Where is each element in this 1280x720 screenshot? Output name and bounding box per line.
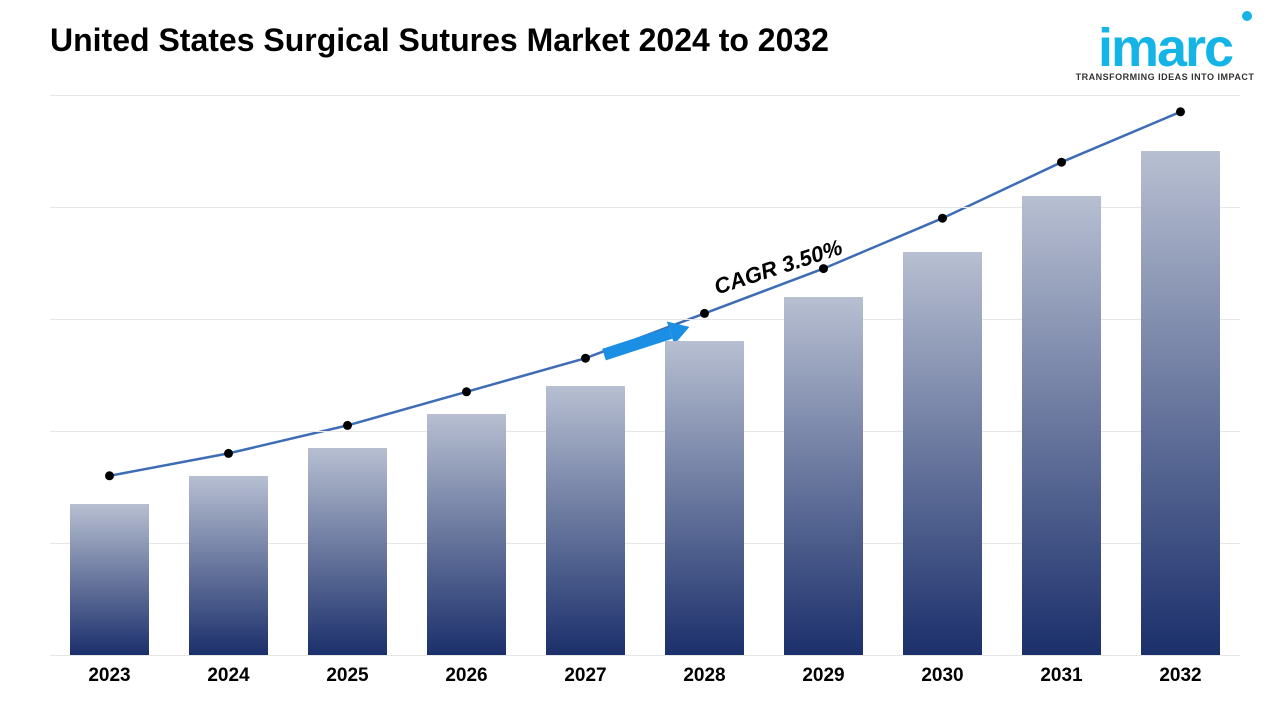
data-marker <box>1176 107 1185 116</box>
x-axis-label: 2030 <box>921 665 963 687</box>
bar <box>189 476 268 655</box>
data-marker <box>938 214 947 223</box>
x-axis-label: 2025 <box>326 665 368 687</box>
bar <box>427 414 506 655</box>
x-axis-label: 2028 <box>683 665 725 687</box>
data-marker <box>700 309 709 318</box>
bar-line-chart: CAGR 3.50% 20232024202520262027202820292… <box>50 95 1240 655</box>
bar <box>903 252 982 655</box>
bar <box>546 386 625 655</box>
cagr-annotation: CAGR 3.50% <box>710 235 845 301</box>
x-axis-label: 2026 <box>445 665 487 687</box>
trend-line <box>110 112 1181 476</box>
data-marker <box>224 449 233 458</box>
logo-dot-icon <box>1242 11 1252 21</box>
x-axis-label: 2027 <box>564 665 606 687</box>
x-axis-label: 2029 <box>802 665 844 687</box>
bar <box>70 504 149 655</box>
bar <box>784 297 863 655</box>
bar <box>308 448 387 655</box>
x-axis-label: 2024 <box>207 665 249 687</box>
bar <box>1141 151 1220 655</box>
data-marker <box>105 471 114 480</box>
chart-title: United States Surgical Sutures Market 20… <box>50 22 829 59</box>
data-marker <box>462 387 471 396</box>
gridline <box>50 655 1240 656</box>
x-axis-label: 2032 <box>1159 665 1201 687</box>
logo-wordmark: imarc <box>1060 26 1270 72</box>
logo-tagline: TRANSFORMING IDEAS INTO IMPACT <box>1060 72 1270 82</box>
bar <box>1022 196 1101 655</box>
gridline <box>50 95 1240 96</box>
x-axis-label: 2023 <box>88 665 130 687</box>
chart-container: United States Surgical Sutures Market 20… <box>0 0 1280 720</box>
x-axis-label: 2031 <box>1040 665 1082 687</box>
bar <box>665 341 744 655</box>
data-marker <box>343 421 352 430</box>
data-marker <box>1057 158 1066 167</box>
brand-logo: imarc TRANSFORMING IDEAS INTO IMPACT <box>1060 8 1270 82</box>
